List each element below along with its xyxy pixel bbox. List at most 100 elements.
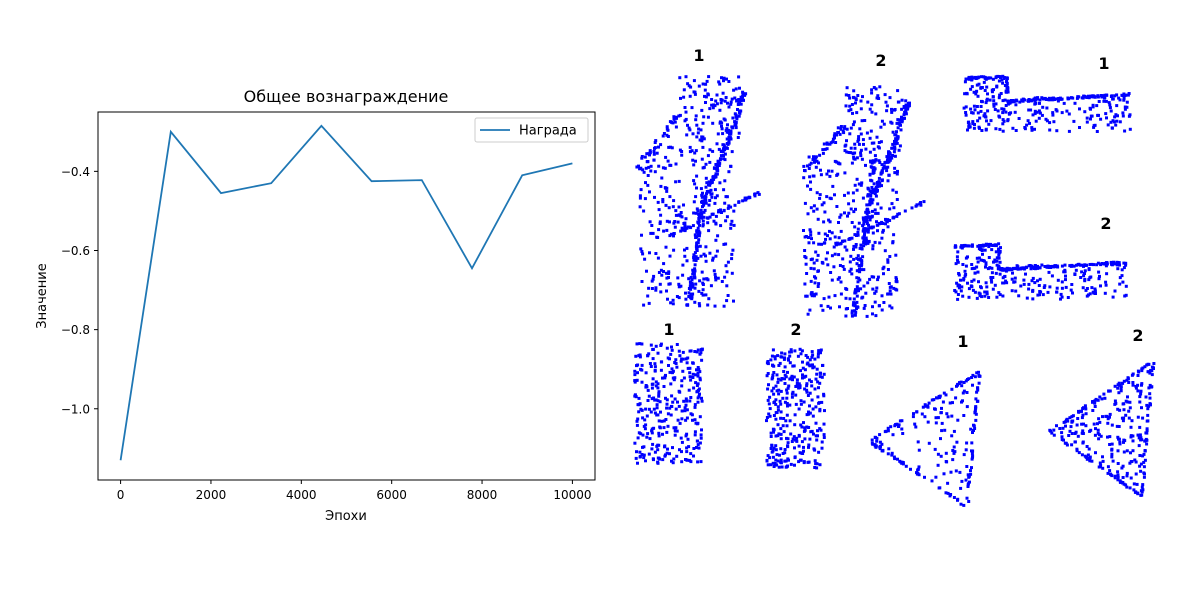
cloud-point <box>1013 276 1017 280</box>
cloud-point <box>683 106 687 109</box>
cloud-point <box>843 211 846 215</box>
cloud-point <box>1041 293 1045 297</box>
cloud-point <box>648 149 652 153</box>
cloud-point <box>850 236 854 240</box>
cloud-point <box>850 161 854 165</box>
cloud-point <box>673 433 677 437</box>
line-chart: Общее вознаграждение 0 2000 4000 6000 8000 10… <box>35 87 596 524</box>
cloud-point <box>660 419 664 423</box>
cloud-point <box>897 148 901 152</box>
cloud-point <box>803 437 807 441</box>
cloud-point <box>806 355 810 359</box>
cloud-point <box>696 245 700 249</box>
cloud-point <box>659 184 663 188</box>
cloud-point <box>862 239 866 243</box>
cloud-point <box>1070 283 1074 286</box>
cloud-point <box>779 427 783 431</box>
cloud-point <box>995 256 999 260</box>
cloud-point <box>710 195 714 199</box>
cloud-point <box>658 220 662 224</box>
cloud-point <box>969 87 973 91</box>
cloud-point <box>1097 100 1101 103</box>
cloud-point <box>875 96 879 100</box>
cloud-point <box>900 419 904 423</box>
cloud-point <box>653 195 656 199</box>
cloud-point <box>641 433 645 437</box>
cloud-point <box>999 268 1003 272</box>
cloud-point <box>714 254 718 258</box>
cloud-point <box>887 447 891 451</box>
cloud-point <box>690 285 694 289</box>
cloud-point <box>1013 266 1017 270</box>
cloud-point <box>1125 474 1129 478</box>
cloud-point <box>1118 408 1122 412</box>
cloud-point <box>1001 111 1005 115</box>
cloud-point <box>874 289 878 293</box>
cloud-point <box>680 379 684 383</box>
cloud-point <box>1081 429 1085 433</box>
cloud-point <box>695 446 698 449</box>
cloud-point <box>685 226 689 230</box>
cloud-point <box>1150 365 1154 369</box>
cloud-point <box>906 105 910 109</box>
cloud-point <box>652 152 656 156</box>
cloud-point <box>1115 424 1119 428</box>
cloud-point <box>651 277 655 281</box>
cloud-point <box>696 374 700 378</box>
cloud-point <box>668 220 671 224</box>
cloud-point <box>712 103 716 107</box>
cloud-point <box>792 364 796 368</box>
cloud-point <box>1010 277 1014 281</box>
cloud-point <box>818 463 822 467</box>
cloud-point <box>702 201 706 205</box>
cloud-point <box>799 423 803 427</box>
cloud-point <box>643 427 647 431</box>
cloud-point <box>1030 264 1034 268</box>
cloud-point <box>985 99 989 103</box>
cloud-point <box>818 196 822 200</box>
cloud-point <box>852 89 856 93</box>
cloud-point <box>820 440 824 444</box>
cloud-point <box>1073 432 1077 435</box>
cloud-point <box>994 250 998 254</box>
cloud-point <box>892 206 896 210</box>
cloud-point <box>1116 267 1120 271</box>
cloud-point <box>855 307 858 311</box>
cloud-point <box>890 107 893 111</box>
cloud-point <box>689 378 693 382</box>
cloud-point <box>823 409 826 413</box>
cloud-point <box>895 288 899 292</box>
cloud-point <box>854 207 857 211</box>
cloud-point <box>1116 473 1120 477</box>
cloud-point <box>971 122 975 126</box>
cloud-point <box>642 456 646 460</box>
cloud-point <box>706 154 710 158</box>
cloud-point <box>872 171 876 174</box>
cloud-point <box>805 272 809 275</box>
cloud-point <box>889 285 893 289</box>
cloud-point <box>772 465 776 468</box>
cloud-point <box>1096 398 1100 402</box>
cloud-point <box>1113 94 1117 98</box>
cloud-point <box>697 367 701 371</box>
cloud-point <box>880 308 884 312</box>
cloud-point <box>989 119 993 123</box>
cloud-point <box>786 445 790 449</box>
cloud-point <box>880 184 883 188</box>
cloud-point <box>1111 295 1115 299</box>
cloud-point <box>808 378 811 382</box>
cloud-point <box>820 203 824 207</box>
cloud-point <box>1146 413 1150 417</box>
cloud-point <box>1147 404 1151 408</box>
cloud-point <box>684 297 688 301</box>
cloud-point <box>697 84 701 88</box>
cloud-point <box>732 299 735 303</box>
cloud-point <box>842 267 846 271</box>
cloud-point <box>699 351 703 355</box>
cloud-point <box>1081 413 1085 417</box>
cloud-point <box>956 293 960 296</box>
cloud-point <box>809 266 813 270</box>
cloud-point <box>936 463 940 467</box>
cloud-point <box>875 135 879 139</box>
cloud-point <box>809 380 813 384</box>
